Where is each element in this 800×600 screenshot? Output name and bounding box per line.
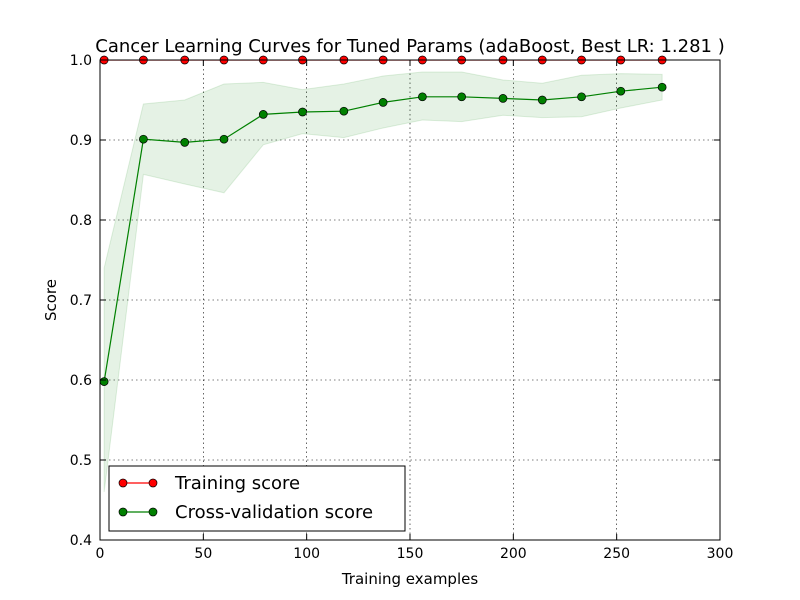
y-axis-label: Score — [42, 279, 60, 321]
y-tick-label: 0.9 — [70, 133, 92, 149]
ticks — [99, 59, 721, 541]
cv-score-band — [103, 71, 663, 493]
cross-validation-score-point — [418, 92, 427, 102]
cross-validation-score-point — [577, 92, 586, 102]
cross-validation-score-point — [180, 138, 190, 147]
cross-validation-score-legend-label: Cross-validation score — [175, 502, 373, 523]
y-tick-label: 0.6 — [70, 373, 92, 389]
cross-validation-score-point — [537, 95, 547, 105]
cross-validation-score-point — [498, 94, 508, 103]
cross-validation-score-point — [139, 134, 148, 144]
y-tick-label: 0.8 — [70, 213, 92, 229]
cross-validation-score-point — [616, 86, 626, 96]
grid — [100, 60, 720, 540]
cross-validation-score-point — [99, 377, 109, 386]
cross-validation-score-point — [339, 106, 349, 116]
x-tick-label: 300 — [707, 546, 734, 562]
cross-validation-score-legend-marker — [118, 507, 128, 517]
training-score-legend-marker — [118, 478, 128, 488]
x-tick-label: 200 — [500, 546, 527, 562]
x-tick-label: 250 — [603, 546, 630, 562]
legend-box — [108, 465, 406, 532]
x-tick-label: 150 — [397, 546, 424, 562]
x-tick-label: 0 — [96, 546, 105, 562]
y-tick-label: 1.0 — [70, 53, 92, 69]
cross-validation-score-point — [657, 82, 667, 92]
y-tick-label: 0.7 — [70, 293, 92, 309]
cross-validation-score-point — [378, 98, 388, 107]
y-tick-label: 0.4 — [70, 533, 92, 549]
cross-validation-score-point — [219, 134, 229, 144]
cross-validation-score-point — [457, 92, 467, 102]
legend: Training score Cross-validation score — [108, 465, 406, 532]
x-tick-label: 50 — [194, 546, 212, 562]
x-tick-label: 100 — [293, 546, 320, 562]
training-score-legend-label: Training score — [174, 473, 300, 494]
y-tick-label: 0.5 — [70, 453, 92, 469]
cross-validation-score-point — [298, 107, 307, 117]
cross-validation-score-legend-marker — [148, 507, 158, 517]
chart-title: Cancer Learning Curves for Tuned Params … — [95, 36, 724, 57]
cross-validation-score-point — [258, 110, 268, 119]
x-axis-label: Training examples — [341, 570, 479, 588]
training-score-legend-marker — [148, 478, 158, 488]
